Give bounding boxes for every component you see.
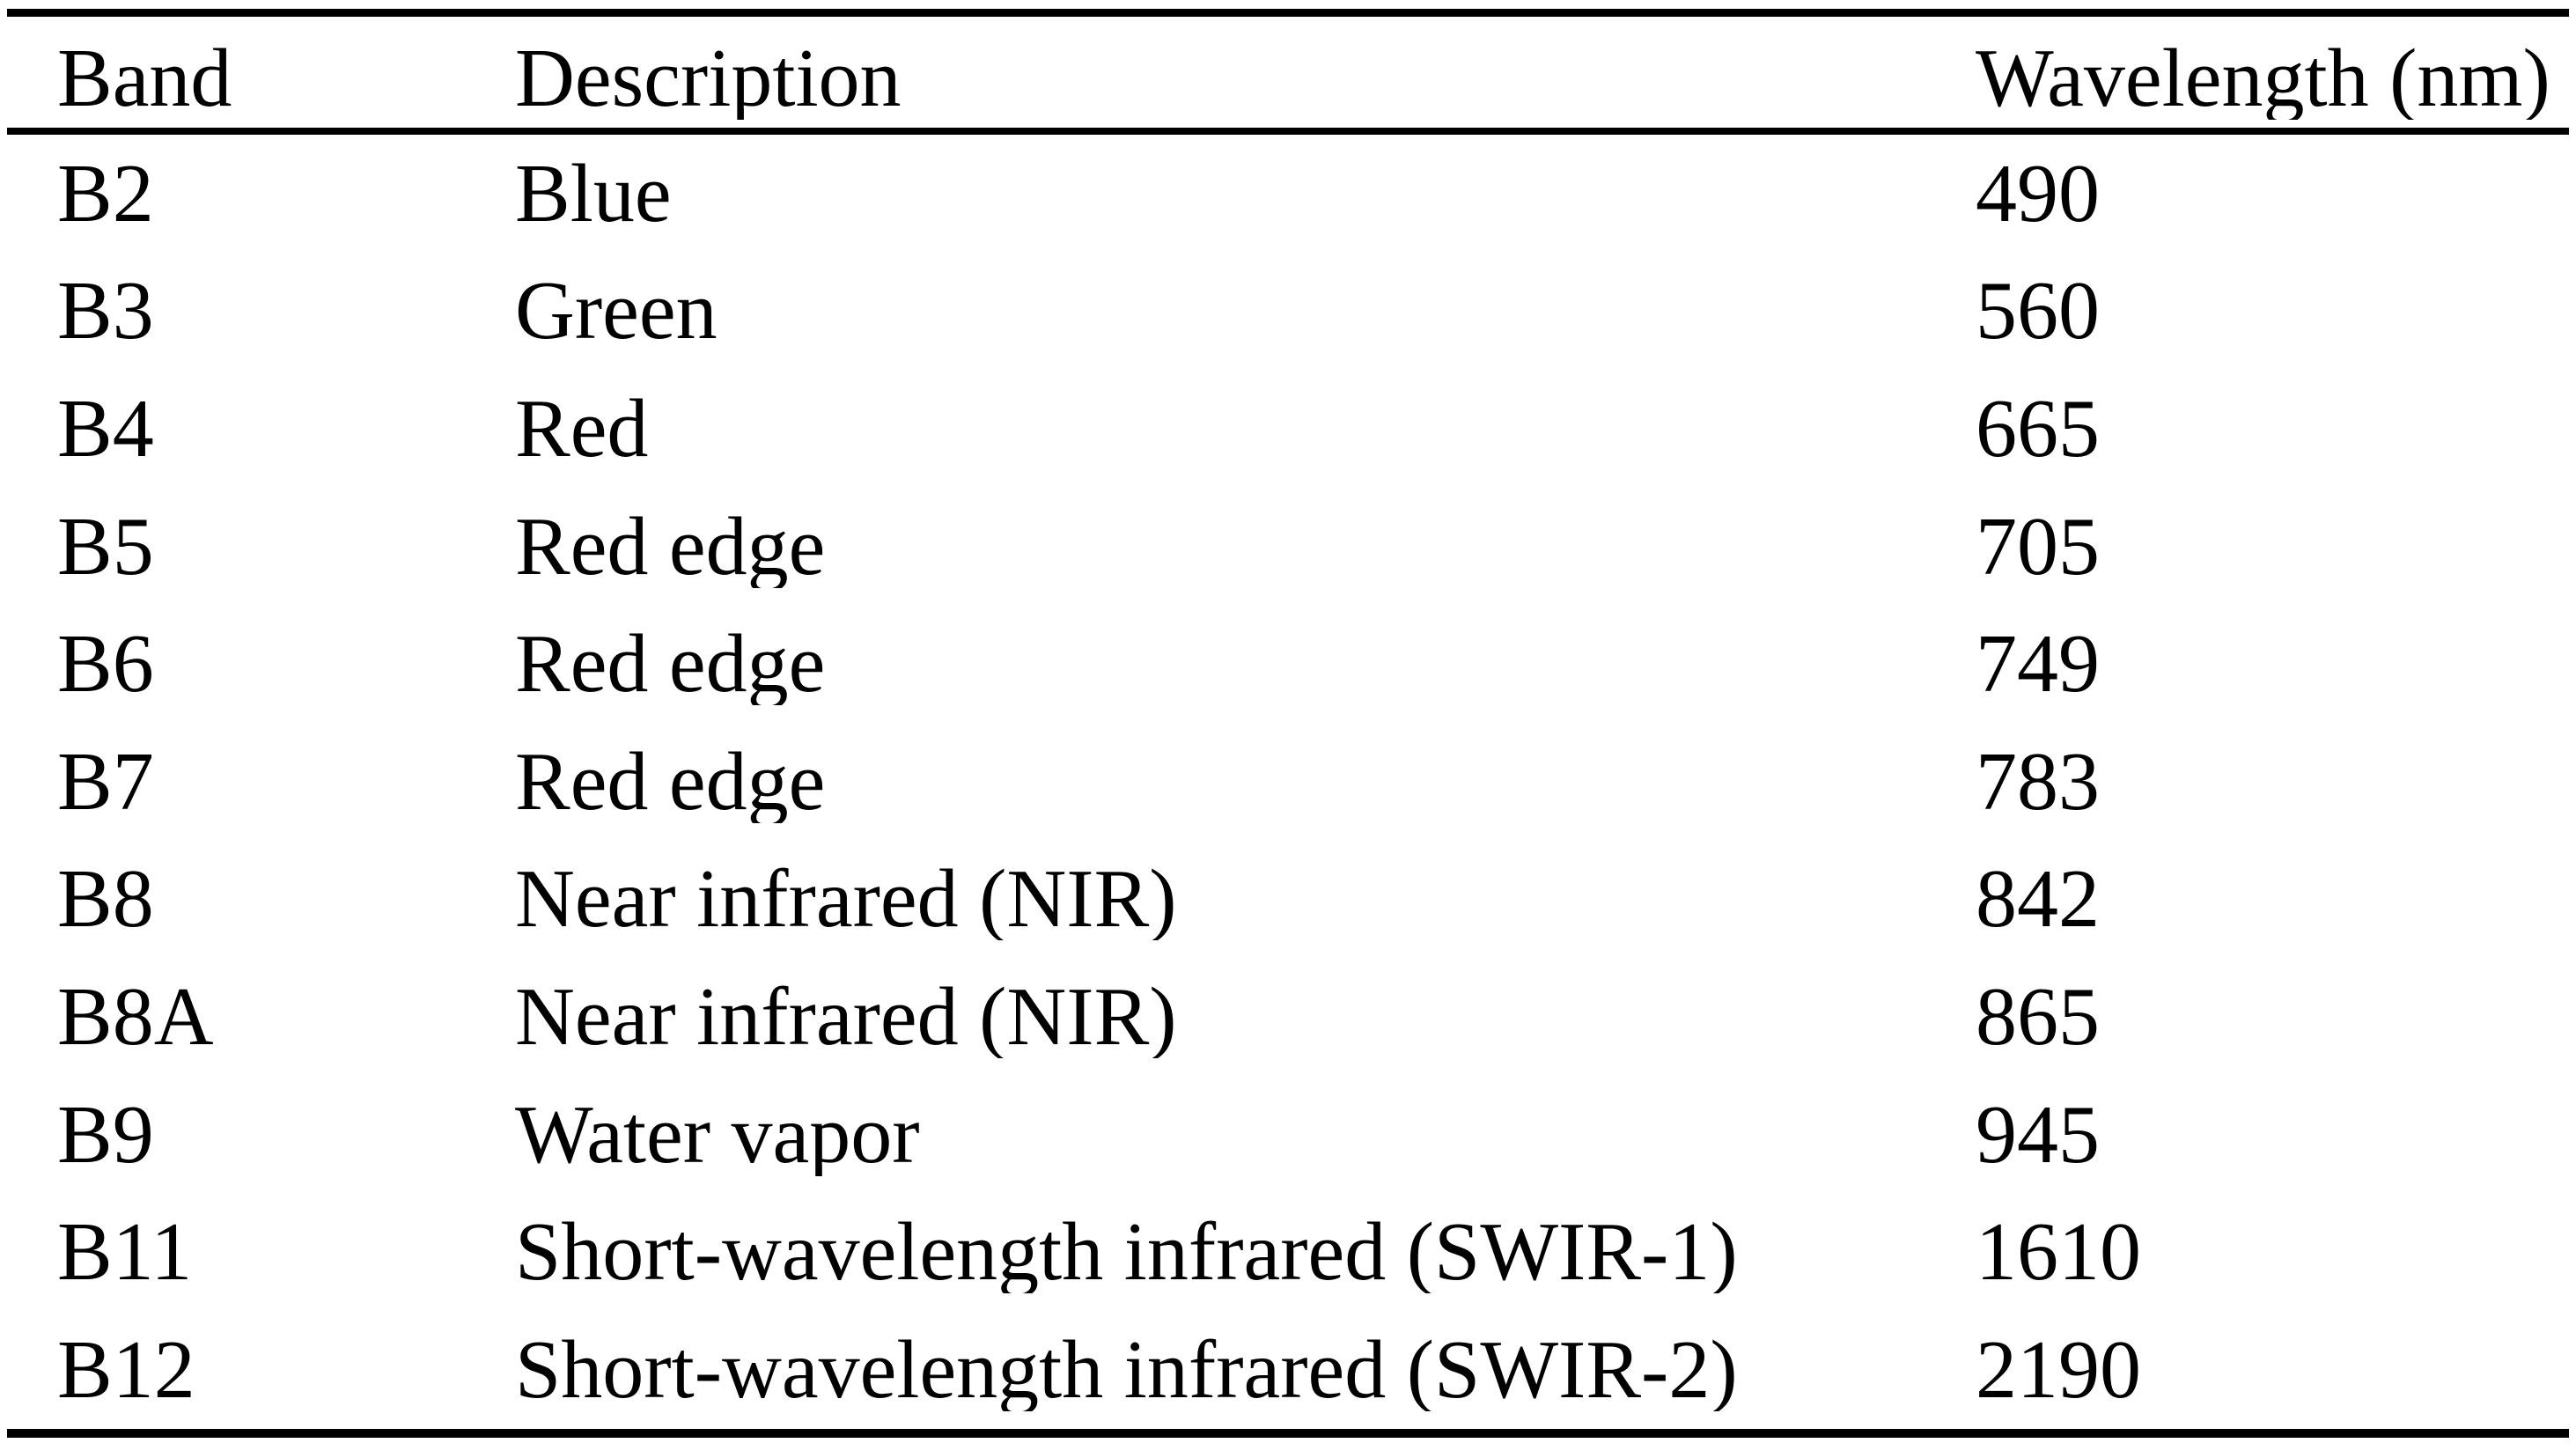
wavelength-cell: 705 [1976, 504, 2100, 588]
band-cell: B6 [57, 622, 154, 706]
column-header-band: Band [57, 37, 232, 120]
wavelength-cell: 1610 [1976, 1211, 2141, 1294]
table-row: B11 Short-wavelength infrared (SWIR-1) 1… [0, 1193, 2576, 1311]
table-row: B7 Red edge 783 [0, 723, 2576, 841]
wavelength-cell: 490 [1976, 151, 2100, 235]
description-cell: Near infrared (NIR) [515, 975, 1177, 1058]
wavelength-cell: 842 [1976, 858, 2100, 941]
wavelength-cell: 945 [1976, 1093, 2100, 1176]
table-row: B4 Red 665 [0, 370, 2576, 488]
band-cell: B11 [57, 1211, 193, 1294]
description-cell: Red edge [515, 740, 826, 823]
description-cell: Red edge [515, 622, 826, 706]
wavelength-cell: 665 [1976, 387, 2100, 470]
table-bottom-rule [7, 1429, 2569, 1438]
wavelength-cell: 865 [1976, 975, 2100, 1058]
table-row: B9 Water vapor 945 [0, 1076, 2576, 1194]
description-cell: Short-wavelength infrared (SWIR-2) [515, 1328, 1738, 1411]
band-cell: B8A [57, 975, 214, 1058]
table-row: B3 Green 560 [0, 253, 2576, 371]
wavelength-cell: 560 [1976, 269, 2100, 353]
column-header-description: Description [515, 37, 902, 120]
table-row: B8 Near infrared (NIR) 842 [0, 841, 2576, 959]
table-row: B6 Red edge 749 [0, 605, 2576, 723]
column-header-wavelength: Wavelength (nm) [1976, 37, 2550, 120]
band-cell: B5 [57, 504, 154, 588]
description-cell: Blue [515, 151, 672, 235]
band-cell: B8 [57, 858, 154, 941]
wavelength-cell: 2190 [1976, 1328, 2141, 1411]
description-cell: Red [515, 387, 649, 470]
band-cell: B4 [57, 387, 154, 470]
table-body: B2 Blue 490 B3 Green 560 B4 Red 665 B5 R… [0, 135, 2576, 1429]
band-cell: B3 [57, 269, 154, 353]
band-cell: B2 [57, 151, 154, 235]
table-top-rule [7, 9, 2569, 17]
band-cell: B9 [57, 1093, 154, 1176]
table-header-rule [7, 128, 2569, 135]
description-cell: Near infrared (NIR) [515, 858, 1177, 941]
table-row: B2 Blue 490 [0, 135, 2576, 253]
table-row: B5 Red edge 705 [0, 488, 2576, 606]
table-row: B8A Near infrared (NIR) 865 [0, 958, 2576, 1076]
wavelength-cell: 749 [1976, 622, 2100, 706]
description-cell: Green [515, 269, 718, 353]
description-cell: Water vapor [515, 1093, 920, 1176]
description-cell: Short-wavelength infrared (SWIR-1) [515, 1211, 1738, 1294]
description-cell: Red edge [515, 504, 826, 588]
band-cell: B12 [57, 1328, 195, 1411]
wavelength-cell: 783 [1976, 740, 2100, 823]
table-row: B12 Short-wavelength infrared (SWIR-2) 2… [0, 1311, 2576, 1429]
band-cell: B7 [57, 740, 154, 823]
table-header-row: Band Description Wavelength (nm) [0, 17, 2576, 128]
